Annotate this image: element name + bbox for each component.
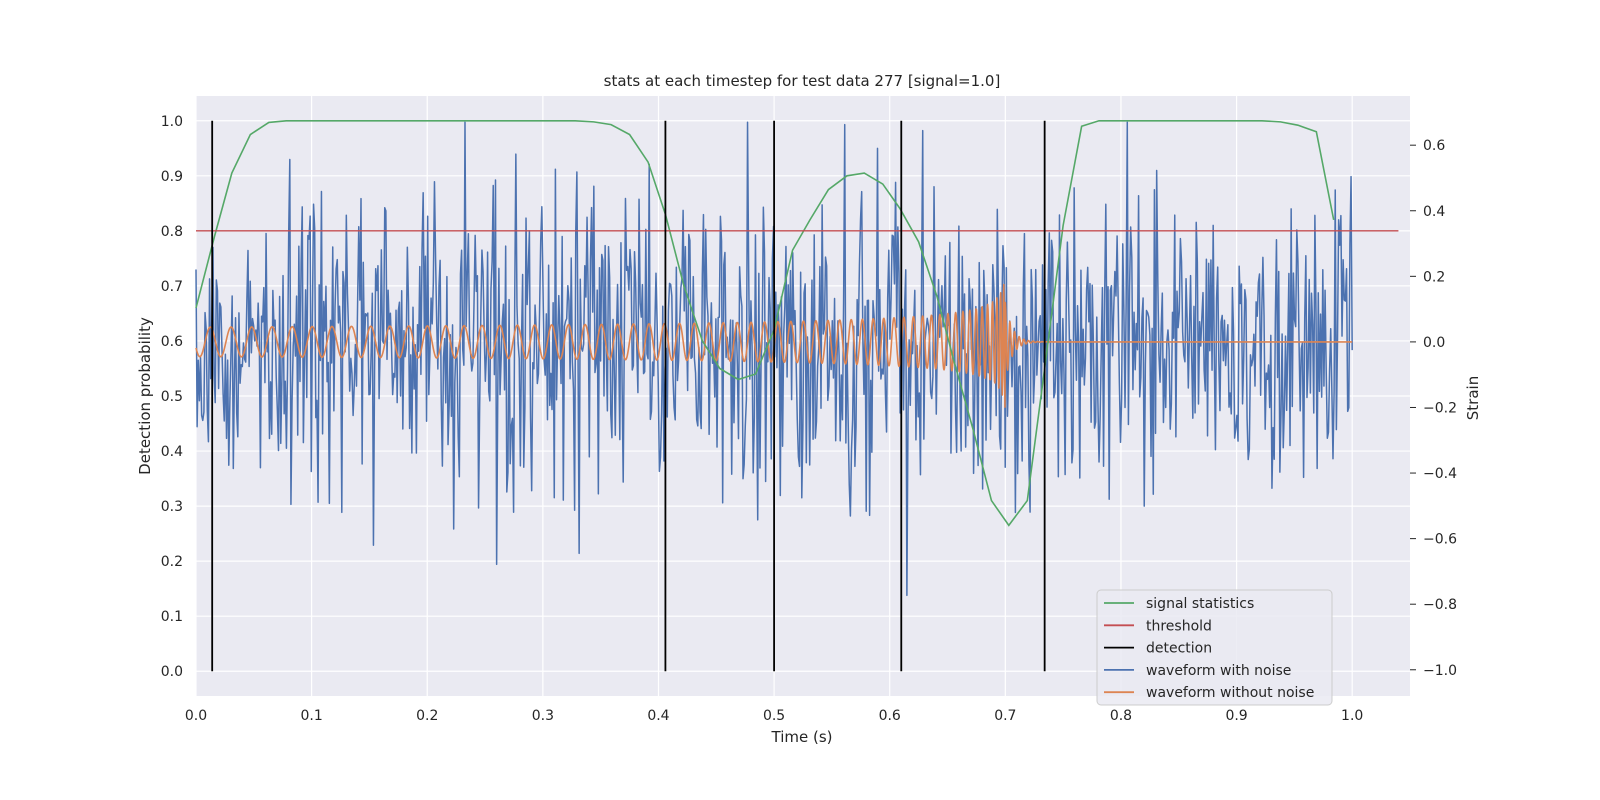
legend-label: detection: [1146, 641, 1212, 657]
x-tick-label: 0.9: [1225, 708, 1247, 724]
chart-title: stats at each timestep for test data 277…: [604, 72, 1001, 90]
y-axis-left-label: Detection probability: [136, 317, 154, 475]
y-left-tick-label: 0.8: [161, 224, 183, 240]
y-right-tick-label: −0.2: [1423, 400, 1457, 416]
y-left-tick-label: 0.9: [161, 169, 183, 185]
y-left-tick-label: 0.4: [161, 444, 183, 460]
legend-label: waveform with noise: [1146, 663, 1291, 679]
y-axis-right-label: Strain: [1464, 376, 1482, 420]
y-right-tick-label: 0.4: [1423, 204, 1445, 220]
x-tick-label: 0.1: [300, 708, 322, 724]
signal-statistics-line: [195, 119, 1335, 527]
x-tick-label: 0.4: [647, 708, 669, 724]
x-tick-label: 0.5: [763, 708, 785, 724]
y-left-tick-label: 0.0: [161, 664, 183, 680]
x-tick-label: 0.8: [1110, 708, 1132, 724]
legend-label: threshold: [1146, 618, 1212, 634]
x-axis: 0.0 0.1 0.2 0.3 0.4 0.5 0.6 0.7 0.8 0.9 1.0: [185, 708, 1363, 724]
y-left-tick-label: 0.5: [161, 389, 183, 405]
y-left-tick-label: 0.2: [161, 554, 183, 570]
y-left-tick-label: 1.0: [161, 114, 183, 130]
x-tick-label: 0.3: [532, 708, 554, 724]
series-detection: [211, 120, 1046, 672]
legend-label: waveform without noise: [1146, 685, 1314, 701]
y-left-tick-label: 0.7: [161, 279, 183, 295]
x-tick-label: 1.0: [1341, 708, 1363, 724]
x-tick-label: 0.7: [994, 708, 1016, 724]
y-right-tick-label: 0.0: [1423, 335, 1445, 351]
x-tick-label: 0.0: [185, 708, 207, 724]
y-right-tick-label: −0.8: [1423, 597, 1457, 613]
y-left-tick-label: 0.1: [161, 609, 183, 625]
legend-label: signal statistics: [1146, 596, 1254, 612]
y-left-tick-label: 0.6: [161, 334, 183, 350]
x-axis-label: Time (s): [771, 728, 833, 746]
y-right-tick-label: 0.2: [1423, 269, 1445, 285]
legend-box: [1096, 589, 1333, 706]
x-tick-label: 0.2: [416, 708, 438, 724]
y-left-tick-label: 0.3: [161, 499, 183, 515]
y-right-tick-label: −0.6: [1423, 532, 1457, 548]
y-axis-left: 0.0 0.1 0.2 0.3 0.4 0.5 0.6 0.7 0.8 0.9 1.0: [161, 114, 183, 680]
legend: signal statistics threshold detection wavef…: [1096, 589, 1333, 706]
x-tick-label: 0.6: [879, 708, 901, 724]
y-right-tick-label: 0.6: [1423, 138, 1445, 154]
y-axis-right: −1.0 −0.8 −0.6 −0.4 −0.2 0.0 0.2 0.4 0.6: [1410, 138, 1457, 679]
y-right-tick-label: −1.0: [1423, 663, 1457, 679]
y-right-tick-label: −0.4: [1423, 466, 1457, 482]
series-signal-statistics: [195, 119, 1335, 527]
